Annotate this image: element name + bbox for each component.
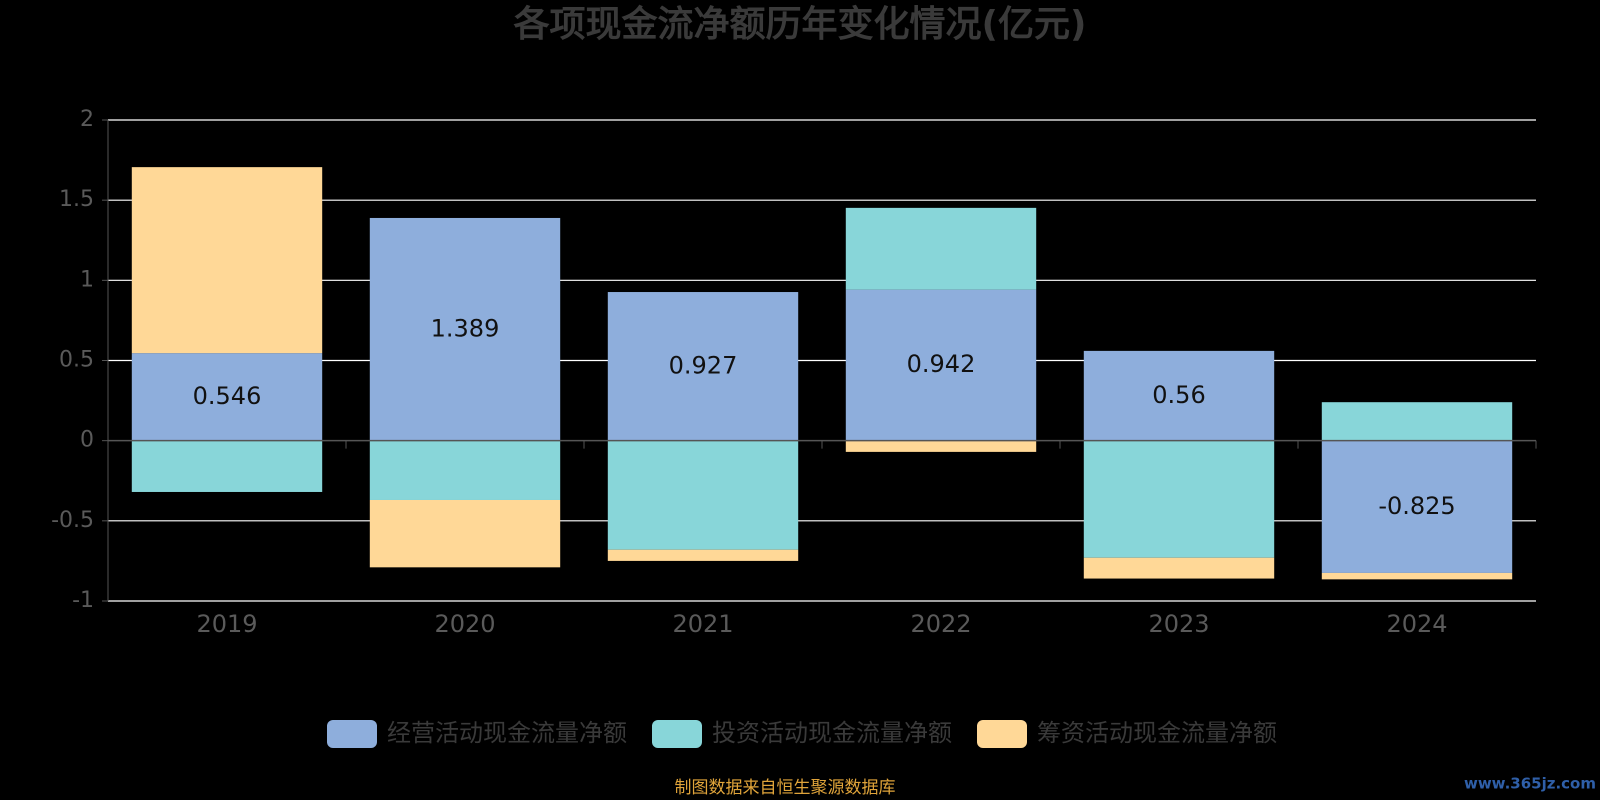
- bar-segment: [1083, 557, 1275, 579]
- legend: 经营活动现金流量净额 投资活动现金流量净额 筹资活动现金流量净额: [327, 719, 1277, 748]
- bar-segment: [131, 353, 323, 441]
- legend-swatch: [977, 720, 1027, 748]
- bars: [131, 167, 1513, 580]
- bar-segment: [1083, 440, 1275, 558]
- data-labels: 0.546 1.389 0.927 0.942 0.56 -0.825: [193, 314, 1456, 519]
- bar-segment: [1321, 402, 1513, 441]
- legend-label: 经营活动现金流量净额: [387, 719, 627, 747]
- bar-segment: [131, 167, 323, 354]
- watermark: www.365jz.com: [1464, 775, 1596, 793]
- y-tick-label: 1.5: [59, 187, 94, 212]
- bar-segment: [369, 499, 561, 568]
- y-tick-label: 0.5: [59, 348, 94, 373]
- bar-segment: [369, 217, 561, 441]
- bar-segment: [607, 292, 799, 441]
- bar-segment: [369, 440, 561, 500]
- chart-title: 各项现金流净额历年变化情况(亿元): [514, 3, 1087, 45]
- legend-swatch: [327, 720, 377, 748]
- data-label: 0.927: [669, 351, 738, 379]
- source-footnote: 制图数据来自恒生聚源数据库: [675, 778, 896, 798]
- bar-segment: [845, 207, 1037, 290]
- axes: 2 1.5 1 0.5 0 -0.5 -1 2019 2020 2021 2022 2023 2024: [51, 107, 1537, 638]
- bar-segment: [845, 440, 1037, 452]
- x-tick-label: 2021: [672, 610, 733, 638]
- y-tick-label: 0: [80, 428, 94, 453]
- bar-segment: [1321, 572, 1513, 580]
- bar-segment: [1083, 350, 1275, 441]
- x-tick-label: 2019: [196, 610, 257, 638]
- bar-segment: [607, 440, 799, 550]
- legend-swatch: [652, 720, 702, 748]
- data-label: 1.389: [431, 314, 500, 342]
- x-tick-label: 2023: [1148, 610, 1209, 638]
- legend-label: 筹资活动现金流量净额: [1037, 719, 1277, 747]
- y-tick-label: 2: [80, 107, 94, 132]
- data-label: 0.546: [193, 382, 262, 410]
- data-label: 0.56: [1152, 381, 1205, 409]
- y-tick-label: -0.5: [51, 508, 94, 533]
- y-tick-label: -1: [72, 588, 94, 613]
- bar-segment: [131, 440, 323, 492]
- bar-segment: [845, 289, 1037, 441]
- data-label: 0.942: [907, 350, 976, 378]
- legend-label: 投资活动现金流量净额: [712, 719, 952, 747]
- x-tick-label: 2022: [910, 610, 971, 638]
- x-tick-label: 2020: [434, 610, 495, 638]
- data-label: -0.825: [1378, 492, 1455, 520]
- gridlines: [108, 119, 1536, 602]
- bar-segment: [1321, 440, 1513, 573]
- bar-segment: [607, 549, 799, 561]
- y-tick-label: 1: [80, 267, 94, 292]
- x-tick-label: 2024: [1386, 610, 1447, 638]
